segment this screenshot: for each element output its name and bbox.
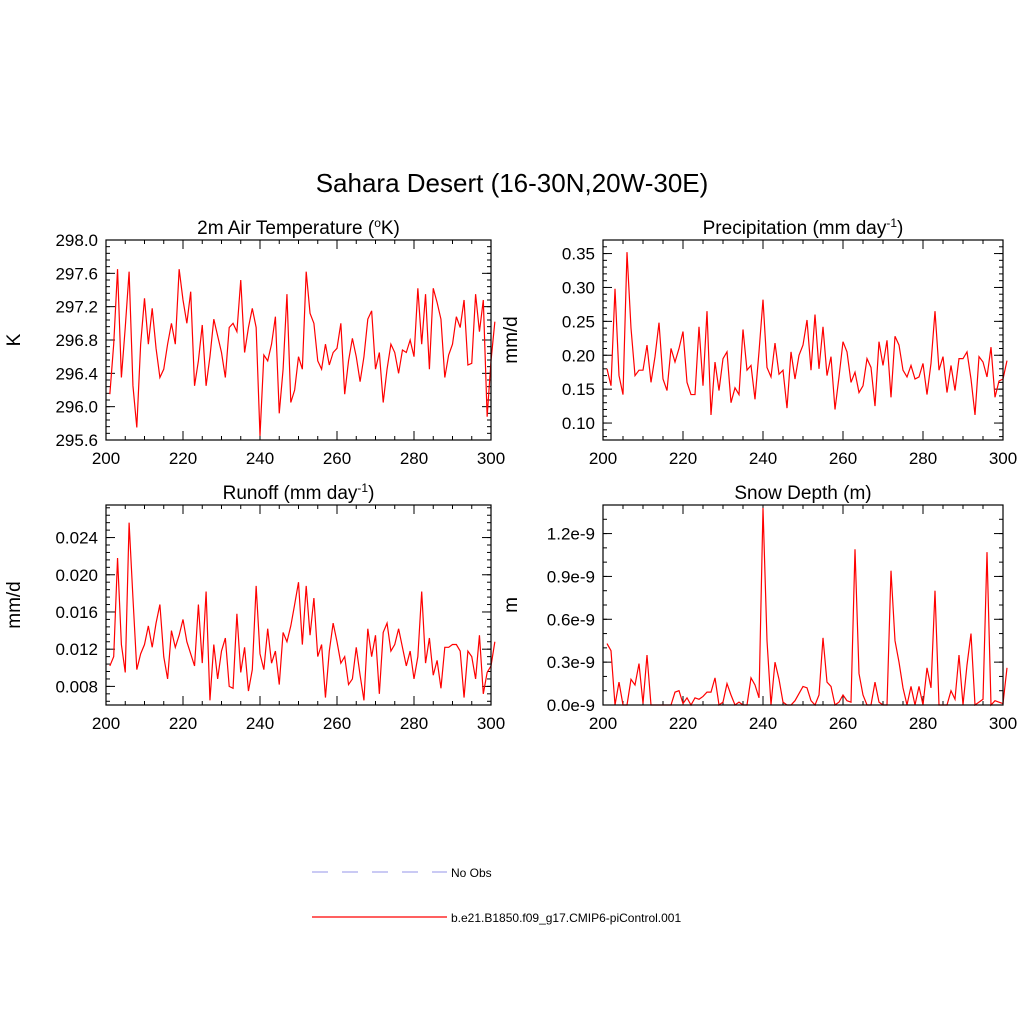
panel-title-text: Snow Depth (m) xyxy=(734,483,871,504)
panel-title-suffix: K) xyxy=(381,218,400,239)
legend-label-2: b.e21.B1850.f09_g17.CMIP6-piControl.001 xyxy=(451,911,681,925)
x-tick-label: 260 xyxy=(323,714,351,733)
y-tick-label: 0.15 xyxy=(562,380,595,399)
x-tick-label: 220 xyxy=(669,449,697,468)
panel-title-superscript: -1 xyxy=(886,216,897,230)
y-tick-label: 1.2e-9 xyxy=(547,525,595,544)
y-tick-label: 0.10 xyxy=(562,414,595,433)
x-tick-label: 200 xyxy=(92,449,120,468)
panel-title-superscript: -1 xyxy=(357,481,368,495)
panel-title-text: 2m Air Temperature ( xyxy=(197,218,375,239)
series-line xyxy=(109,269,496,436)
panel-title: Precipitation (mm day-1) xyxy=(703,216,904,239)
figure-title: Sahara Desert (16-30N,20W-30E) xyxy=(316,168,709,198)
y-axis-label: K xyxy=(4,333,25,346)
y-tick-label: 0.020 xyxy=(55,566,98,585)
legend-label-1: No Obs xyxy=(451,866,492,880)
x-tick-label: 300 xyxy=(989,714,1017,733)
chart-panel-4: Snow Depth (m) m 200 220 240 260 280 300 0.0e-9 0… xyxy=(501,483,1017,733)
x-tick-label: 300 xyxy=(477,714,505,733)
y-tick-label: 0.35 xyxy=(562,245,595,264)
y-tick-label: 0.0e-9 xyxy=(547,696,595,715)
plot-frame xyxy=(602,504,1004,706)
plot-frame xyxy=(105,239,492,441)
panel-title-text: Runoff (mm day xyxy=(223,483,358,504)
panel-title: Snow Depth (m) xyxy=(734,483,871,504)
y-tick-label: 296.4 xyxy=(55,364,98,383)
x-tick-label: 300 xyxy=(477,449,505,468)
y-axis-label: mm/d xyxy=(501,316,522,364)
plot-frame xyxy=(602,239,1004,441)
y-tick-label: 0.008 xyxy=(55,677,98,696)
x-tick-label: 240 xyxy=(246,714,274,733)
series-line xyxy=(109,522,496,701)
panel-title: 2m Air Temperature (oK) xyxy=(197,216,400,239)
panel-title-suffix: ) xyxy=(897,218,903,239)
y-tick-label: 0.6e-9 xyxy=(547,610,595,629)
panel-title-text: Precipitation (mm day xyxy=(703,218,887,239)
x-tick-label: 220 xyxy=(669,714,697,733)
y-axis-label: mm/d xyxy=(4,581,25,629)
x-tick-label: 280 xyxy=(909,714,937,733)
y-tick-label: 296.8 xyxy=(55,331,98,350)
y-tick-label: 0.25 xyxy=(562,312,595,331)
y-tick-label: 0.9e-9 xyxy=(547,567,595,586)
x-tick-label: 260 xyxy=(829,449,857,468)
x-tick-label: 200 xyxy=(589,449,617,468)
x-tick-label: 220 xyxy=(169,714,197,733)
panel-title-suffix: ) xyxy=(368,483,374,504)
chart-panel-1: 2m Air Temperature (oK) K 200 220 240 260 280 3… xyxy=(4,216,505,468)
plot-frame xyxy=(105,504,492,706)
y-tick-label: 0.30 xyxy=(562,278,595,297)
x-tick-label: 280 xyxy=(909,449,937,468)
y-tick-label: 296.0 xyxy=(55,398,98,417)
y-tick-label: 295.6 xyxy=(55,431,98,450)
x-tick-label: 240 xyxy=(749,714,777,733)
x-tick-label: 200 xyxy=(589,714,617,733)
y-tick-label: 297.2 xyxy=(55,298,98,317)
x-tick-label: 300 xyxy=(989,449,1017,468)
y-tick-label: 298.0 xyxy=(55,231,98,250)
chart-panel-2: Precipitation (mm day-1) mm/d 200 220 240 260… xyxy=(501,216,1017,468)
x-tick-label: 260 xyxy=(323,449,351,468)
x-tick-label: 260 xyxy=(829,714,857,733)
y-tick-label: 297.6 xyxy=(55,264,98,283)
y-tick-label: 0.024 xyxy=(55,529,98,548)
y-axis-label: m xyxy=(501,597,522,613)
series-line xyxy=(606,252,1008,415)
y-tick-label: 0.012 xyxy=(55,640,98,659)
panel-title-superscript: o xyxy=(374,216,381,230)
y-tick-label: 0.016 xyxy=(55,603,98,622)
y-tick-label: 0.3e-9 xyxy=(547,653,595,672)
x-tick-label: 220 xyxy=(169,449,197,468)
legend: No Obs b.e21.B1850.f09_g17.CMIP6-piContro… xyxy=(312,866,681,925)
chart-panel-3: Runoff (mm day-1) mm/d 200 220 240 260 280 300 0… xyxy=(4,481,505,733)
x-tick-label: 200 xyxy=(92,714,120,733)
panel-title: Runoff (mm day-1) xyxy=(223,481,375,504)
x-tick-label: 240 xyxy=(246,449,274,468)
x-tick-label: 280 xyxy=(400,714,428,733)
x-tick-label: 240 xyxy=(749,449,777,468)
chart-panels: 2m Air Temperature (oK) K 200 220 240 260 280 3… xyxy=(4,216,1017,733)
y-tick-label: 0.20 xyxy=(562,346,595,365)
x-tick-label: 280 xyxy=(400,449,428,468)
